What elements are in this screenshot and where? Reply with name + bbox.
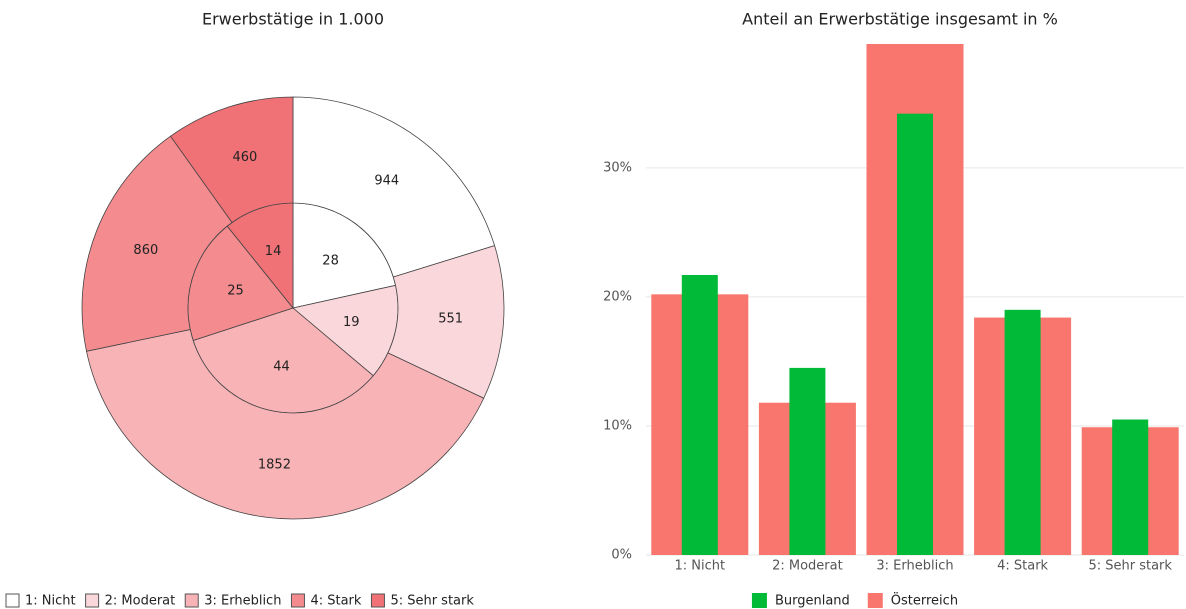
- pie-slice: [292, 96, 496, 278]
- pie-slice: [86, 329, 485, 520]
- data-label: 28: [322, 254, 339, 269]
- x-tick-label: 2: Moderat: [772, 559, 843, 574]
- chart-title: Erwerbstätige in 1.000: [202, 10, 384, 29]
- legend-swatch: [751, 593, 767, 608]
- legend-label: Österreich: [891, 592, 958, 609]
- legend-swatch: [370, 593, 385, 608]
- legend-label: 4: Stark: [310, 594, 361, 609]
- legend-label: 1: Nicht: [25, 594, 76, 609]
- legend-label: Burgenland: [775, 594, 850, 609]
- y-tick-label: 0%: [611, 548, 632, 563]
- bar: [1004, 309, 1041, 555]
- legend: Burgenland Österreich: [751, 592, 958, 609]
- pie-slice: [81, 135, 233, 352]
- legend-swatch: [184, 593, 199, 608]
- legend-label: 3: Erheblich: [204, 594, 281, 609]
- data-label: 944: [374, 173, 399, 188]
- data-label: 860: [133, 243, 158, 258]
- data-label: 25: [227, 283, 244, 298]
- data-label: 19: [343, 315, 360, 330]
- legend-swatch: [290, 593, 305, 608]
- x-tick-label: 5: Sehr stark: [1088, 559, 1172, 574]
- data-label: 1852: [258, 457, 291, 472]
- data-label: 551: [438, 312, 463, 327]
- bar: [681, 274, 718, 555]
- legend-swatch: [867, 593, 883, 608]
- data-label: 460: [232, 150, 257, 165]
- y-tick-label: 20%: [603, 289, 632, 304]
- bar: [897, 113, 933, 555]
- chart-title: Anteil an Erwerbstätige insgesamt in %: [742, 10, 1058, 29]
- legend-swatch: [5, 593, 20, 608]
- y-tick-label: 30%: [603, 160, 632, 175]
- bar: [1112, 419, 1149, 555]
- legend-swatch: [85, 593, 100, 608]
- x-tick-label: 1: Nicht: [674, 559, 725, 574]
- x-tick-label: 4: Stark: [997, 559, 1048, 574]
- x-tick-label: 3: Erheblich: [876, 559, 953, 574]
- y-tick-label: 10%: [603, 418, 632, 433]
- data-label: 14: [265, 244, 282, 259]
- legend-label: 2: Moderat: [105, 594, 176, 609]
- data-label: 44: [273, 359, 290, 374]
- bar: [789, 367, 826, 555]
- pie-slice: [169, 96, 294, 224]
- legend-label: 5: Sehr stark: [390, 594, 474, 609]
